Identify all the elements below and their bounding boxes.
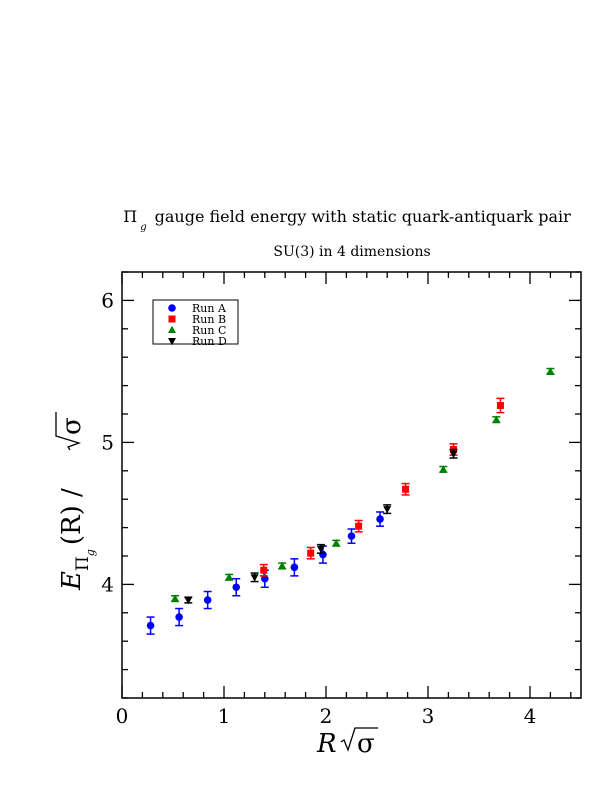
y-axis-label-sub: Π xyxy=(73,556,93,571)
legend-marker xyxy=(168,315,176,323)
ticks-layer xyxy=(121,271,581,699)
series-run-a xyxy=(146,511,385,635)
data-point xyxy=(449,450,458,458)
x-axis-label-rest: σ xyxy=(357,729,375,759)
legend-marker xyxy=(168,304,176,312)
title-symbol: Π xyxy=(123,207,137,226)
data-point xyxy=(376,515,384,523)
data-point xyxy=(355,522,363,530)
data-point xyxy=(290,563,299,572)
data-point xyxy=(332,539,341,547)
data-point xyxy=(439,465,448,473)
y-axis-label: EΠg (R) / σ xyxy=(55,412,97,591)
tick-labels-layer: 0 1 2 3 4 4 5 6 xyxy=(101,288,536,728)
marks-layer xyxy=(146,367,555,635)
chart-subtitle: SU(3) in 4 dimensions xyxy=(273,244,430,260)
title-subscript: g xyxy=(140,222,146,233)
data-point xyxy=(203,596,212,604)
legend-box xyxy=(152,299,239,345)
y-axis-label-subsub: g xyxy=(84,549,97,556)
legend-label: Run D xyxy=(192,335,227,348)
chart-title: Πg gauge field energy with static quark-a… xyxy=(123,207,571,233)
svg-text:EΠg(R) /: EΠg (R) / xyxy=(57,488,97,591)
x-tick-label: 1 xyxy=(218,704,231,728)
y-axis-label-mid: (R) / xyxy=(57,488,87,545)
y-axis-sqrt-sign xyxy=(55,412,82,451)
data-point xyxy=(383,506,392,514)
data-point xyxy=(307,549,315,557)
plot-frame xyxy=(121,271,582,699)
data-point xyxy=(225,573,234,581)
y-axis-label-rest: σ xyxy=(57,417,87,435)
data-point xyxy=(261,574,269,583)
data-point xyxy=(492,415,501,423)
data-point xyxy=(496,401,504,409)
data-point xyxy=(146,621,155,630)
data-point xyxy=(278,561,287,569)
legend-label: Run A xyxy=(192,302,227,315)
title-text: gauge field energy with static quark-ant… xyxy=(155,207,571,226)
series-run-b xyxy=(259,397,505,577)
legend-marker xyxy=(168,338,176,346)
data-point xyxy=(347,532,356,540)
series-run-c xyxy=(171,367,555,603)
series-run-d xyxy=(184,448,458,605)
x-axis-sqrt-sign xyxy=(340,727,378,752)
x-tick-label: 4 xyxy=(524,704,537,728)
data-point xyxy=(402,485,410,493)
data-point xyxy=(184,597,193,605)
data-point xyxy=(316,545,325,554)
legend-label: Run C xyxy=(192,324,226,337)
y-tick-label: 4 xyxy=(101,572,114,596)
legend-label: Run B xyxy=(192,313,226,326)
x-axis-label: R σ xyxy=(316,727,378,759)
data-point xyxy=(260,566,268,574)
x-tick-label: 2 xyxy=(320,704,333,728)
data-point xyxy=(171,594,180,602)
legend-marker xyxy=(168,325,176,333)
x-tick-label: 3 xyxy=(422,704,435,728)
x-tick-label: 0 xyxy=(116,704,129,728)
y-axis-label-var: E xyxy=(57,571,87,591)
data-point xyxy=(232,583,241,592)
x-axis-label-var: R xyxy=(316,729,337,759)
y-tick-label: 6 xyxy=(101,288,114,312)
data-point xyxy=(546,367,555,375)
data-point xyxy=(250,574,259,582)
data-point xyxy=(175,613,183,621)
y-tick-label: 5 xyxy=(101,430,114,454)
